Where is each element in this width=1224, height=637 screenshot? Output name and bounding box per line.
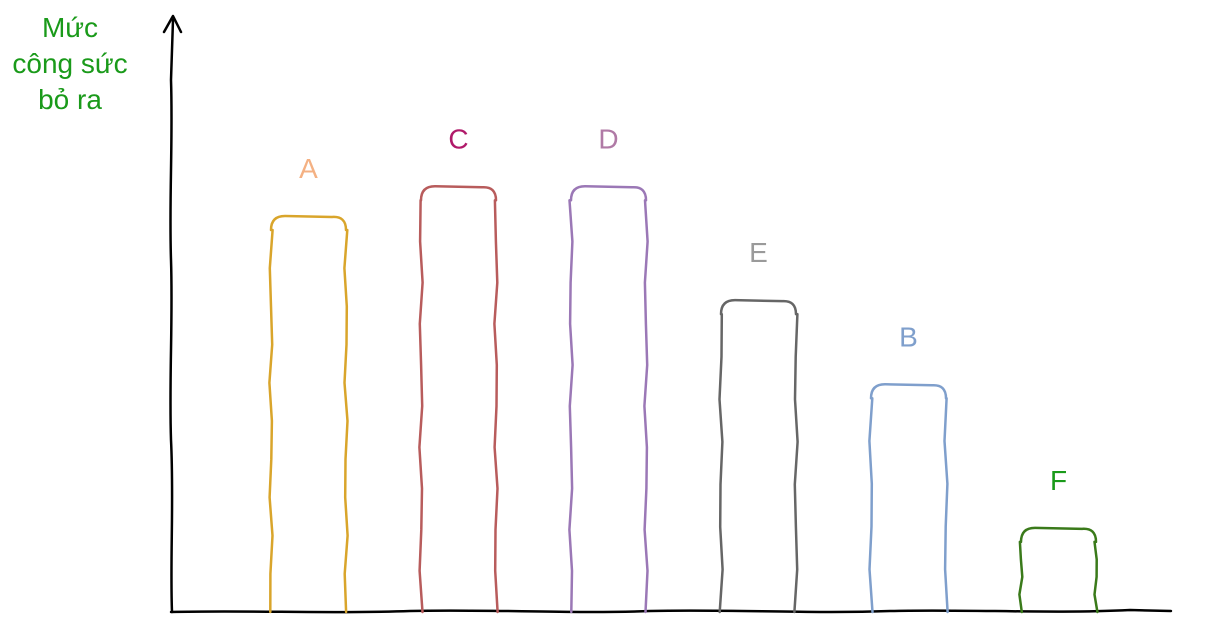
bar-label-d: D: [598, 123, 618, 154]
bar-label-f: F: [1050, 465, 1067, 496]
bar-right-edge: [493, 199, 499, 614]
y-axis-label-line-1: Mức: [41, 12, 99, 43]
bar-left-edge: [868, 397, 874, 614]
bar-right-edge: [793, 312, 799, 614]
bar-top-edge: [1019, 526, 1098, 544]
bar-f: F: [1018, 465, 1099, 614]
y-axis-arrowhead: [162, 14, 183, 34]
bar-right-edge: [943, 397, 949, 614]
bar-c: C: [418, 123, 499, 614]
bar-top-edge: [869, 383, 948, 400]
bar-label-e: E: [749, 237, 768, 268]
bar-left-edge: [718, 312, 724, 614]
bar-a: A: [268, 153, 349, 614]
y-axis: [169, 18, 175, 614]
bars-group: A C D E B F: [268, 123, 1099, 614]
bar-left-edge: [268, 228, 274, 614]
bar-left-edge: [418, 199, 424, 614]
bar-b: B: [868, 321, 949, 614]
y-axis-label-line-2: công sức: [12, 48, 128, 79]
bar-top-edge: [419, 185, 498, 202]
x-axis: [169, 608, 1173, 614]
bar-d: D: [568, 123, 649, 614]
bar-top-edge: [269, 214, 348, 232]
bar-left-edge: [568, 199, 574, 614]
bar-label-a: A: [299, 153, 318, 184]
chart-axes: [162, 14, 1173, 614]
bar-right-edge: [343, 228, 349, 614]
bar-right-edge: [643, 199, 649, 614]
bar-right-edge: [1093, 540, 1099, 614]
bar-left-edge: [1018, 540, 1024, 614]
bar-e: E: [718, 237, 799, 614]
bar-top-edge: [719, 298, 798, 316]
bar-top-edge: [569, 185, 648, 202]
bar-label-c: C: [448, 123, 468, 154]
bar-label-b: B: [899, 321, 918, 352]
y-axis-label: Mức công sức bỏ ra: [0, 10, 140, 118]
y-axis-label-line-3: bỏ ra: [38, 84, 102, 115]
